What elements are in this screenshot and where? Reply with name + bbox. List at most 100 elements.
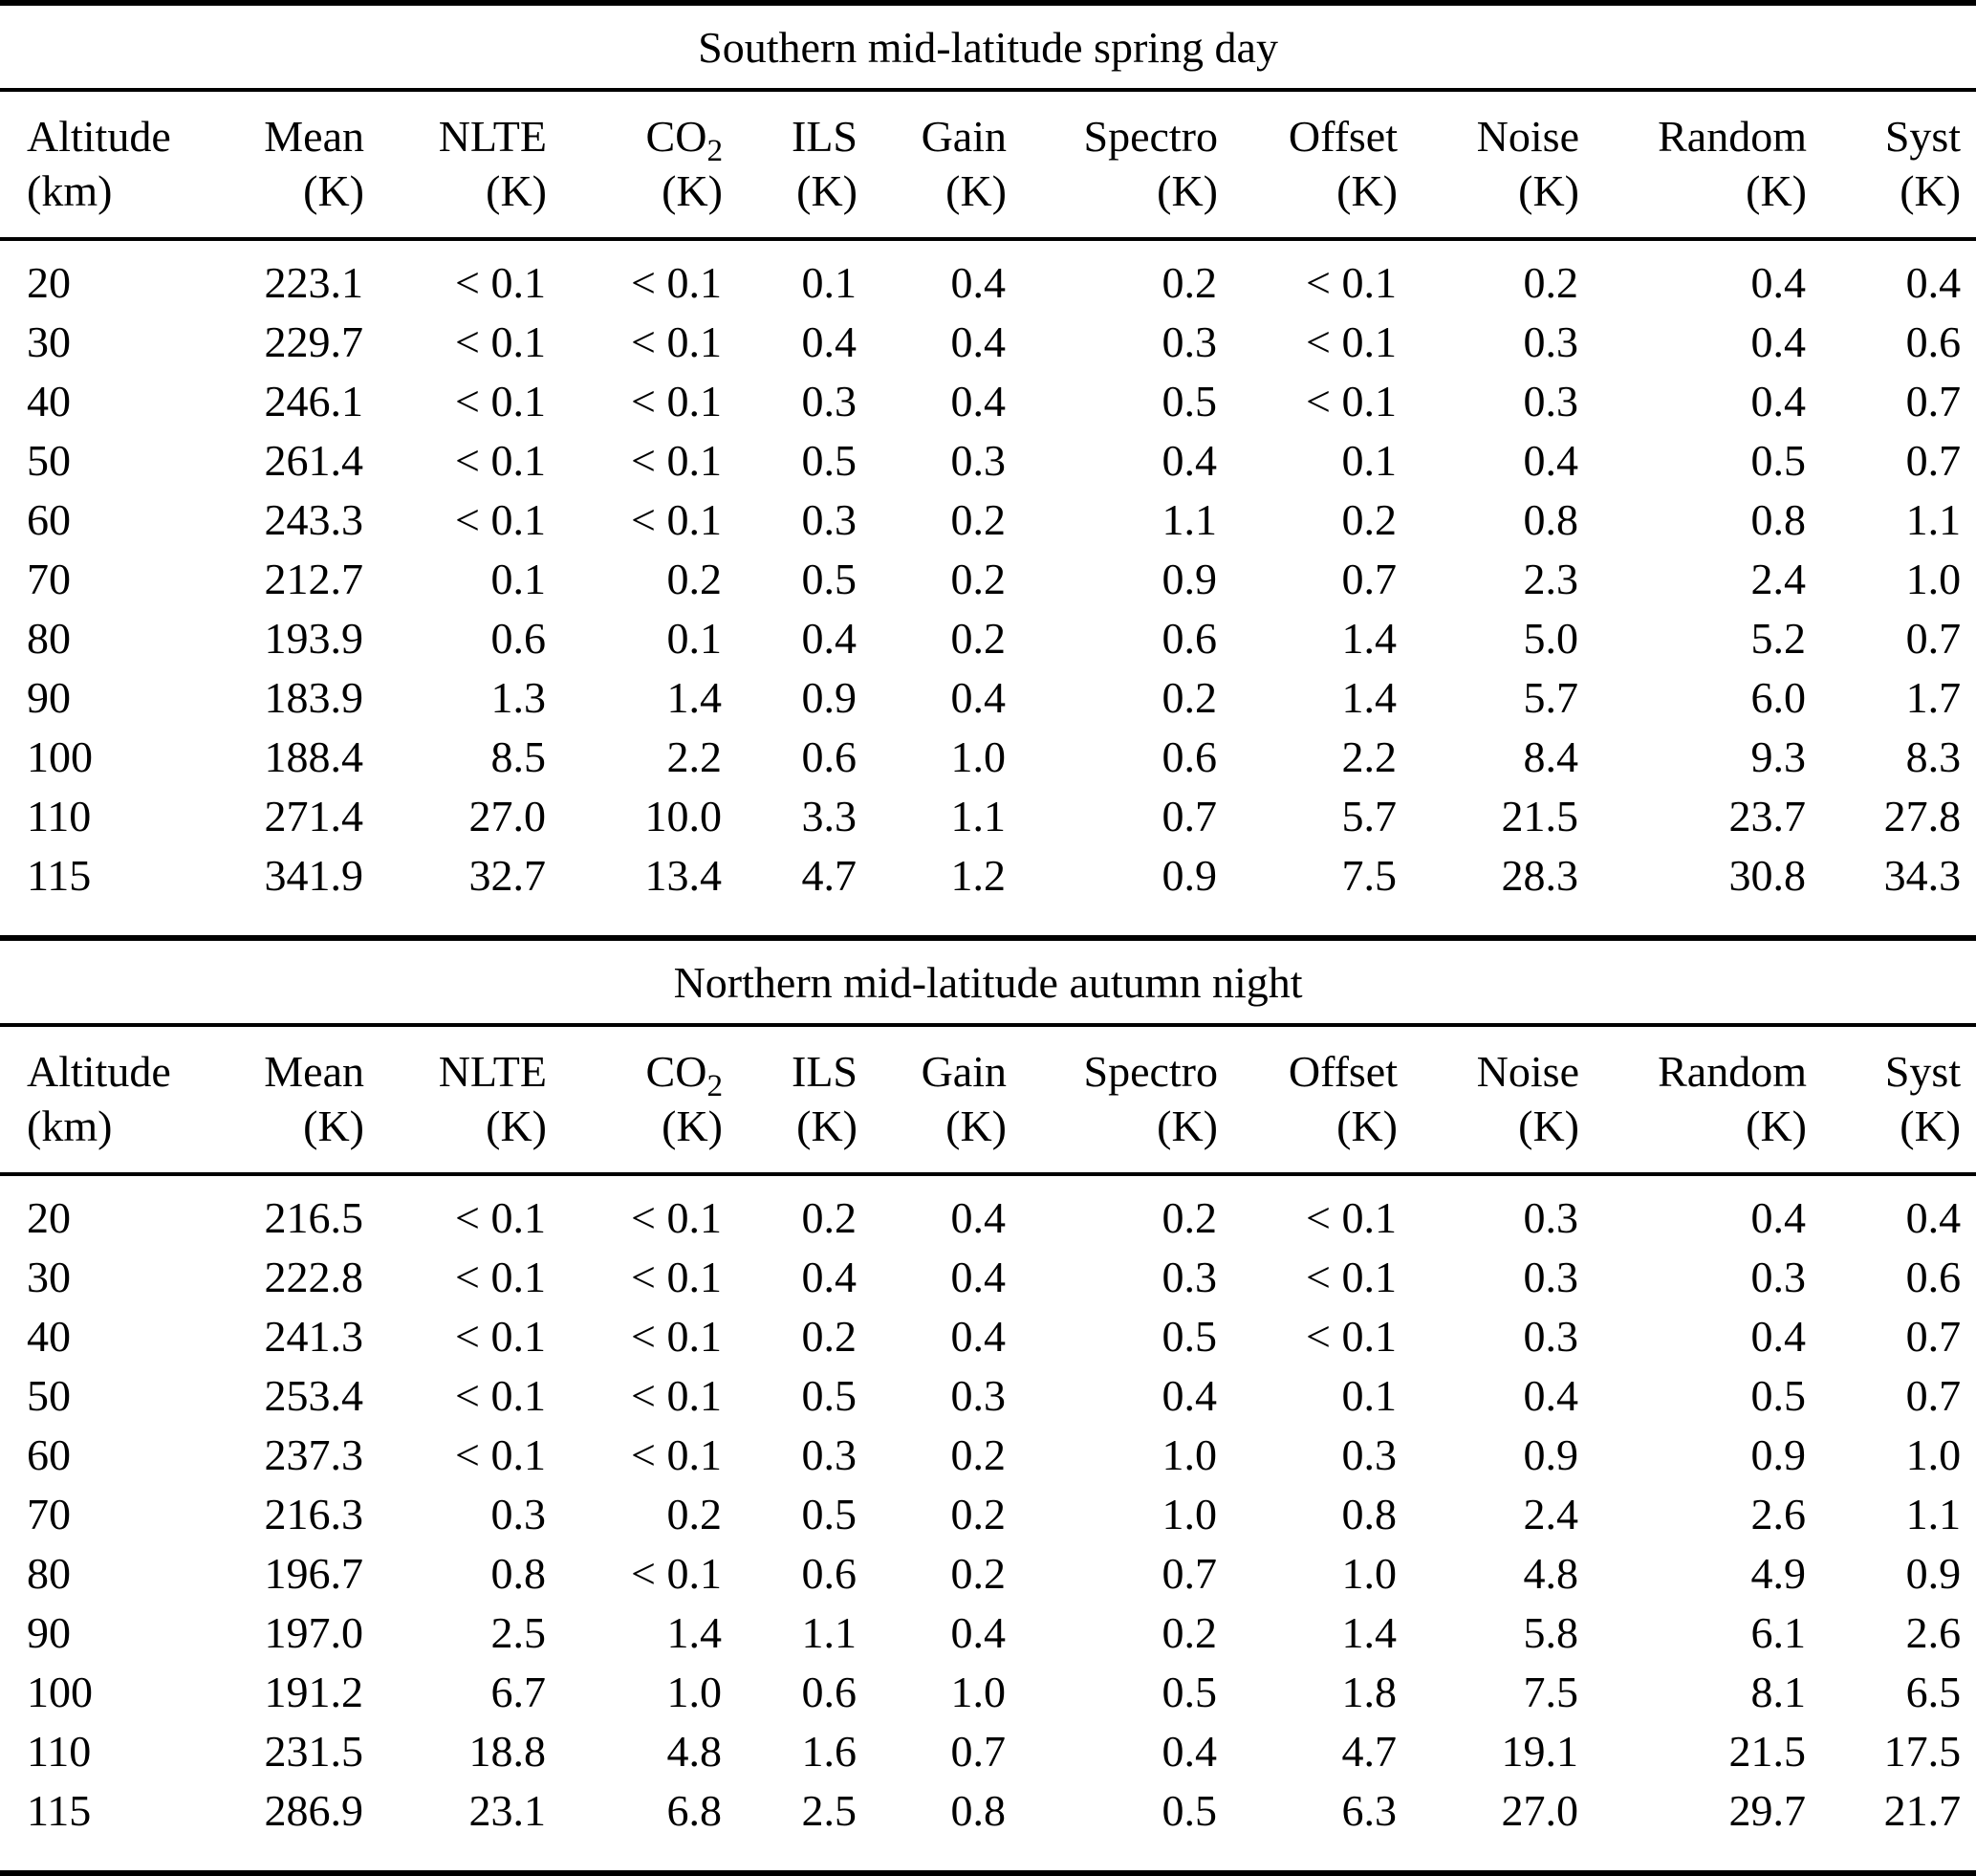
table-cell: 0.2	[950, 555, 1007, 603]
table-cell: 241.3	[264, 1312, 364, 1361]
column-unit: (K)	[796, 166, 858, 215]
table-row: 20 223.1 < 0.1 < 0.1 0.1 0.4 0.2 < 0.1 0.2 0.4 0.4	[0, 239, 1976, 313]
table-cell: 32.7	[468, 851, 547, 900]
table-cell: 4.9	[1750, 1549, 1807, 1598]
column-unit: (km)	[27, 1102, 113, 1150]
table-cell: 0.5	[801, 555, 858, 603]
table-section-title: Southern mid-latitude spring day	[0, 0, 1976, 92]
table-cell: 0.5	[1162, 1312, 1218, 1361]
table-cell: 0.4	[1523, 1371, 1579, 1420]
table-cell: 0.4	[950, 317, 1007, 366]
table-cell: 0.2	[950, 1430, 1007, 1479]
table-cell: < 0.1	[1306, 1193, 1397, 1242]
table-row: 90 197.0 2.5 1.4 1.1 0.4 0.2 1.4 5.8 6.1 2.6	[0, 1603, 1976, 1663]
table-cell: 0.6	[490, 614, 547, 663]
table-cell: 0.7	[1341, 555, 1398, 603]
table-cell: < 0.1	[631, 1371, 722, 1420]
column-unit: (K)	[662, 1102, 723, 1150]
table-cell: 5.0	[1523, 614, 1579, 663]
table-cell: 8.4	[1523, 732, 1579, 781]
column-header-spectro: Spectro (K)	[1007, 90, 1218, 241]
table-cell: 0.3	[801, 1430, 858, 1479]
table-cell: 246.1	[264, 377, 364, 425]
table-cell: 0.3	[490, 1490, 547, 1538]
column-unit: (K)	[1900, 166, 1962, 215]
table-header: Southern mid-latitude spring day Altitud…	[0, 0, 1976, 241]
table-cell: 1.0	[1341, 1549, 1398, 1598]
table-cell: 0.2	[950, 614, 1007, 663]
table-cell: 197.0	[264, 1608, 364, 1657]
table-cell: 222.8	[264, 1253, 364, 1301]
table-cell: 0.2	[1162, 258, 1218, 307]
column-label: Spectro	[1083, 1047, 1218, 1096]
table-cell: < 0.1	[455, 1312, 546, 1361]
column-unit: (K)	[1336, 1102, 1398, 1150]
column-label: NLTE	[438, 112, 547, 161]
column-header-co: CO2 (K)	[547, 90, 723, 241]
table-cell: 6.8	[547, 1781, 723, 1876]
table-row: 50 253.4 < 0.1 < 0.1 0.5 0.3 0.4 0.1 0.4 0.5 0.7	[0, 1366, 1976, 1426]
column-label: NLTE	[438, 1047, 547, 1096]
table-cell: 6.1	[1750, 1608, 1807, 1657]
table-cell: 0.1	[1341, 1371, 1398, 1420]
table-cell: 0.7	[950, 1727, 1007, 1776]
table-cell: 0.3	[1341, 1430, 1398, 1479]
table-cell: < 0.1	[1306, 1312, 1397, 1361]
column-unit: (K)	[1157, 1102, 1218, 1150]
column-unit: (K)	[1746, 166, 1807, 215]
table-cell: < 0.1	[631, 1193, 722, 1242]
table-cell: 0.3	[801, 495, 858, 544]
table-cell: 1.1	[1905, 1490, 1962, 1538]
table-cell: 90	[27, 673, 71, 722]
table-cell: 3.3	[801, 792, 858, 840]
column-unit: (K)	[1900, 1102, 1962, 1150]
column-unit: (K)	[1518, 166, 1579, 215]
column-header-syst: Syst (K)	[1807, 1025, 1976, 1176]
table-cell: 0.6	[1162, 732, 1218, 781]
table-cell: 0.6	[801, 1668, 858, 1716]
column-header-spectro: Spectro (K)	[1007, 1025, 1218, 1176]
table-row: 70 216.3 0.3 0.2 0.5 0.2 1.0 0.8 2.4 2.6 1.1	[0, 1485, 1976, 1544]
table-cell: 1.2	[950, 851, 1007, 900]
table-cell: 0.4	[801, 1253, 858, 1301]
table-section-title: Northern mid-latitude autumn night	[0, 935, 1976, 1027]
table-cell: 115	[0, 1781, 182, 1876]
table-cell: 2.5	[490, 1608, 547, 1657]
table-cell: 0.5	[1750, 1371, 1807, 1420]
table-cell: 0.5	[1162, 377, 1218, 425]
table-cell: 1.1	[1905, 495, 1962, 544]
table-cell: 13.4	[644, 851, 723, 900]
table-cell: 4.7	[801, 851, 858, 900]
table-cell: 0.7	[1905, 1312, 1962, 1361]
table-cell: 0.1	[1341, 436, 1398, 485]
table-header: Northern mid-latitude autumn night Altit…	[0, 935, 1976, 1176]
table-cell: 1.0	[666, 1668, 723, 1716]
table-cell: 10.0	[644, 792, 723, 840]
table-row: 115 341.9 32.7 13.4 4.7 1.2 0.9 7.5 28.3 30.8 34.3	[0, 846, 1976, 935]
table-cell: 5.7	[1341, 792, 1398, 840]
table-cell: 5.7	[1523, 673, 1579, 722]
column-header-random: Random (K)	[1579, 90, 1807, 241]
table-cell: 2.3	[1523, 555, 1579, 603]
table-cell: 9.3	[1750, 732, 1807, 781]
table-cell: 0.3	[801, 377, 858, 425]
column-unit: (K)	[303, 1102, 364, 1150]
table-cell: 30	[27, 317, 71, 366]
table-cell: 19.1	[1501, 1727, 1579, 1776]
table-cell: 0.4	[801, 317, 858, 366]
table-body: 20 223.1 < 0.1 < 0.1 0.1 0.4 0.2 < 0.1 0.2 0.4 0.4…	[0, 239, 1976, 935]
table-cell: 0.6	[1905, 317, 1962, 366]
table-cell: 8.3	[1905, 732, 1962, 781]
column-label: Mean	[264, 1047, 364, 1096]
column-header-altitude: Altitude (km)	[0, 1025, 182, 1176]
column-unit: (K)	[662, 166, 723, 215]
table-cell: < 0.1	[1306, 317, 1397, 366]
table-cell: 2.6	[1750, 1490, 1807, 1538]
table-cell: 5.2	[1750, 614, 1807, 663]
column-label: Syst	[1884, 112, 1962, 161]
table-cell: < 0.1	[631, 258, 722, 307]
table-cell: < 0.1	[631, 1253, 722, 1301]
column-header-ils: ILS (K)	[723, 1025, 858, 1176]
table-cell: 286.9	[182, 1781, 364, 1876]
table-cell: 60	[27, 495, 71, 544]
